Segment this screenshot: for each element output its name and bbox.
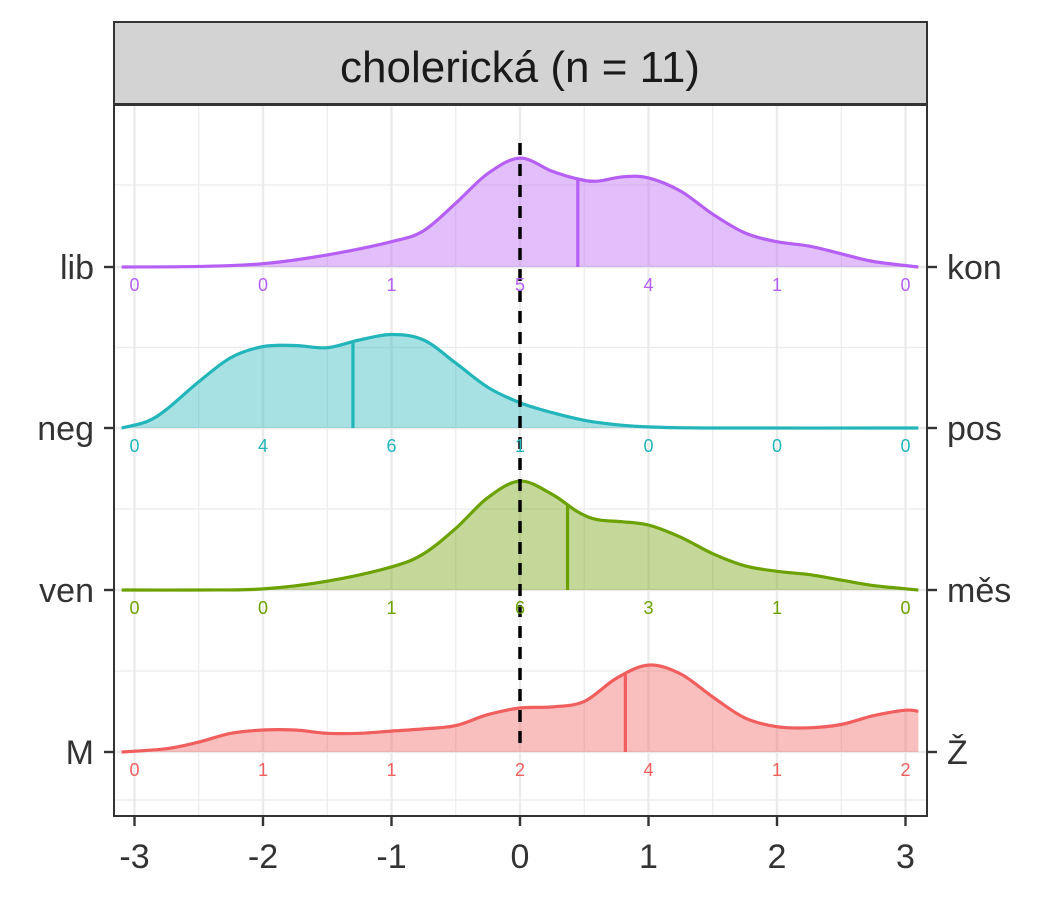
y-label-right: Ž xyxy=(947,734,968,772)
y-label-left: ven xyxy=(39,572,94,610)
count-label: 0 xyxy=(129,275,139,295)
count-label: 0 xyxy=(129,436,139,456)
count-label: 4 xyxy=(643,760,653,780)
count-label: 1 xyxy=(772,760,782,780)
ridge-area-neg xyxy=(121,334,919,429)
ridge-line-ven xyxy=(121,479,919,592)
count-label: 5 xyxy=(515,275,525,295)
axes: lib kon neg pos ven měs M Ž -3 -2 -1 0 1 2 3 xyxy=(37,249,1011,876)
count-label: 0 xyxy=(772,436,782,456)
strip-background xyxy=(113,21,928,105)
ridge-line-M xyxy=(121,663,919,754)
count-label: 3 xyxy=(643,598,653,618)
count-label: 1 xyxy=(258,760,268,780)
y-label-right: pos xyxy=(947,410,1002,448)
count-label: 0 xyxy=(129,598,139,618)
x-tick-label: -1 xyxy=(376,838,406,876)
count-label: 1 xyxy=(386,760,396,780)
count-label: 1 xyxy=(515,436,525,456)
count-labels: 0 0 1 5 4 1 0 0 4 6 1 0 0 0 0 0 1 6 3 1 0 0 1 1 2 4 1 2 xyxy=(129,275,910,780)
count-label: 1 xyxy=(386,275,396,295)
x-tick-label: 2 xyxy=(768,838,787,876)
count-label: 1 xyxy=(772,598,782,618)
y-label-left: lib xyxy=(60,249,94,287)
x-tick-label: 3 xyxy=(896,838,915,876)
y-label-left: neg xyxy=(37,410,94,448)
count-label: 0 xyxy=(900,436,910,456)
ridge-line-neg xyxy=(121,332,919,430)
count-label: 4 xyxy=(643,275,653,295)
count-label: 0 xyxy=(258,598,268,618)
count-label: 1 xyxy=(772,275,782,295)
count-label: 2 xyxy=(900,760,910,780)
x-tick-label: 0 xyxy=(511,838,530,876)
count-label: 4 xyxy=(258,436,268,456)
count-label: 0 xyxy=(900,275,910,295)
count-label: 0 xyxy=(129,760,139,780)
y-label-left: M xyxy=(66,734,94,772)
y-label-right: kon xyxy=(947,249,1002,287)
x-tick-label: -3 xyxy=(119,838,149,876)
ridge-line-lib xyxy=(121,156,919,269)
count-label: 1 xyxy=(386,598,396,618)
strip-title: cholerická (n = 11) xyxy=(340,43,700,92)
count-label: 6 xyxy=(386,436,396,456)
count-label: 2 xyxy=(515,760,525,780)
count-label: 0 xyxy=(900,598,910,618)
count-label: 0 xyxy=(643,436,653,456)
ridge-area-ven xyxy=(121,481,919,591)
x-tick-label: 1 xyxy=(639,838,658,876)
count-label: 0 xyxy=(258,275,268,295)
count-label: 6 xyxy=(515,598,525,618)
y-label-right: měs xyxy=(947,572,1011,610)
x-tick-label: -2 xyxy=(248,838,278,876)
